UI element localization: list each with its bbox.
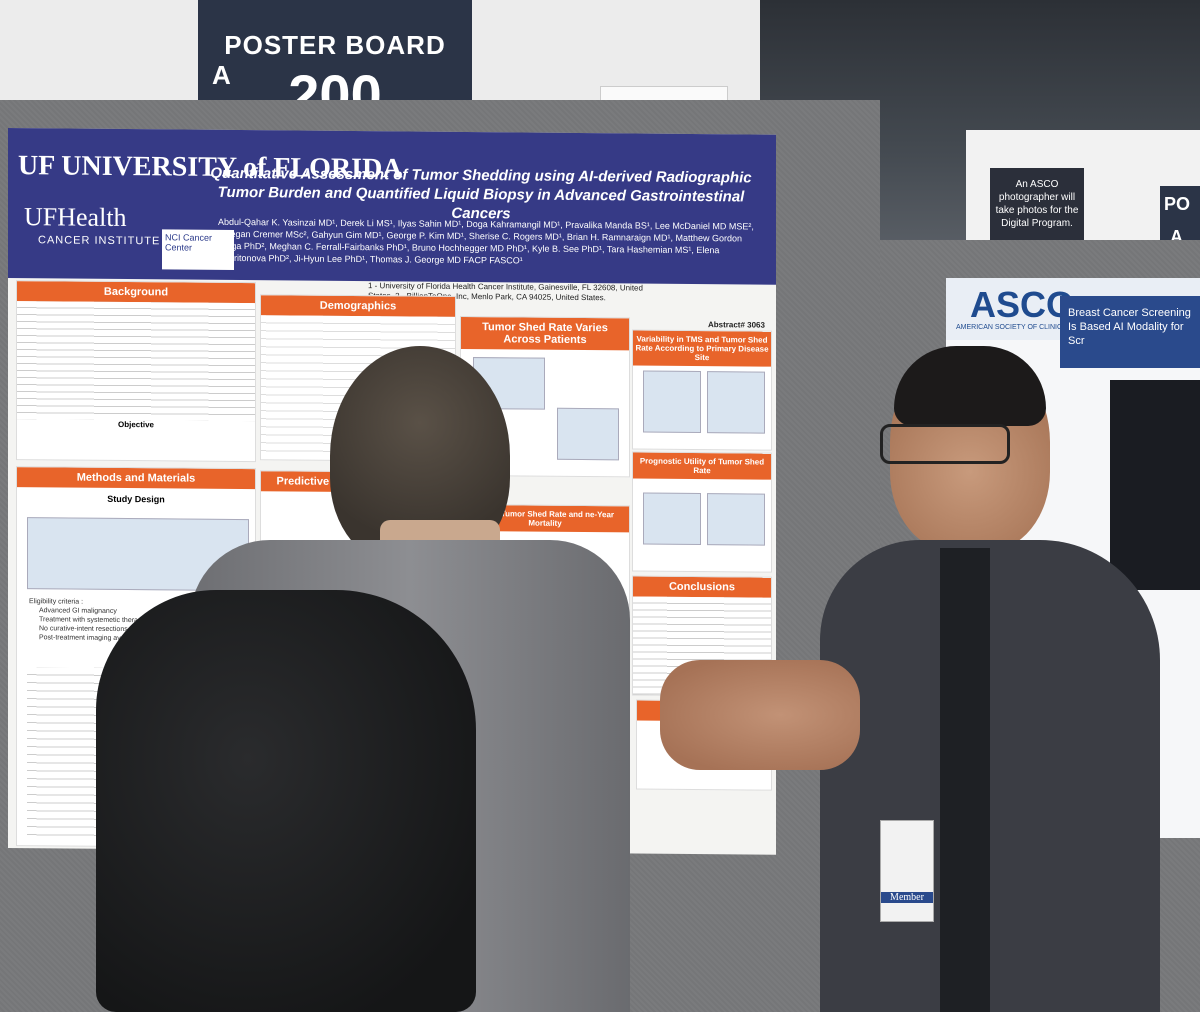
- asco-poster-header: Breast Cancer Screening Is Based AI Moda…: [1060, 296, 1200, 368]
- section-heading: Methods and Materials: [17, 467, 255, 490]
- objective-heading: Objective: [117, 419, 154, 430]
- poster-board-label: POSTER BOARD: [224, 30, 446, 60]
- shed-scatter: [557, 407, 619, 461]
- name-badge: Member: [880, 820, 934, 922]
- presenter-hands: [660, 660, 860, 770]
- poster-authors: Abdul-Qahar K. Yasinzai MD¹, Derek Li MS…: [218, 216, 754, 266]
- asco-logo: ASCO: [970, 284, 1075, 325]
- ufhealth-sub: CANCER INSTITUTE: [38, 234, 161, 248]
- km-plot-b: [707, 493, 765, 546]
- section-heading: Background: [17, 281, 255, 304]
- asco-poster-title: Breast Cancer Screening Is Based AI Moda…: [1068, 307, 1191, 347]
- boxplot-a: [643, 370, 701, 434]
- section-background: Background Objective: [16, 280, 256, 463]
- presenter-hair: [894, 346, 1046, 426]
- boxplot-b: [707, 371, 765, 434]
- section-heading: Conclusions: [633, 576, 771, 598]
- asco-sub: AMERICAN SOCIETY OF CLINICAL ONCOLOGY: [956, 324, 1113, 331]
- photographer-sign-text: An ASCO photographer will take photos fo…: [995, 179, 1079, 229]
- study-design-heading: Study Design: [107, 493, 165, 505]
- badge-member: Member: [881, 892, 933, 903]
- poster-header: UF UNIVERSITY of FLORIDA UFHealth CANCER…: [8, 128, 776, 285]
- section-heading: Prognostic Utility of Tumor Shed Rate: [633, 452, 771, 480]
- presenter-tie: [940, 548, 990, 1012]
- backpack: [96, 590, 476, 1012]
- mri-images: [1110, 380, 1200, 590]
- section-heading: Variability in TMS and Tumor Shed Rate A…: [633, 330, 771, 367]
- adjacent-board-prefix: PO: [1164, 194, 1191, 214]
- section-heading: Demographics: [261, 295, 455, 317]
- km-plot-a: [643, 492, 701, 546]
- presenter-suit: [820, 540, 1160, 1012]
- section-heading: Tumor Shed Rate Varies Across Patients: [461, 316, 629, 351]
- section-variability: Variability in TMS and Tumor Shed Rate A…: [632, 329, 772, 451]
- section-prognostic: Prognostic Utility of Tumor Shed Rate: [632, 451, 772, 573]
- side-a: A: [212, 60, 231, 90]
- abstract-number: Abstract# 3063: [708, 320, 765, 330]
- presenter-glasses: [880, 424, 1010, 464]
- ufhealth-logo: UFHealth: [24, 202, 127, 233]
- photographer-sign: An ASCO photographer will take photos fo…: [990, 168, 1084, 250]
